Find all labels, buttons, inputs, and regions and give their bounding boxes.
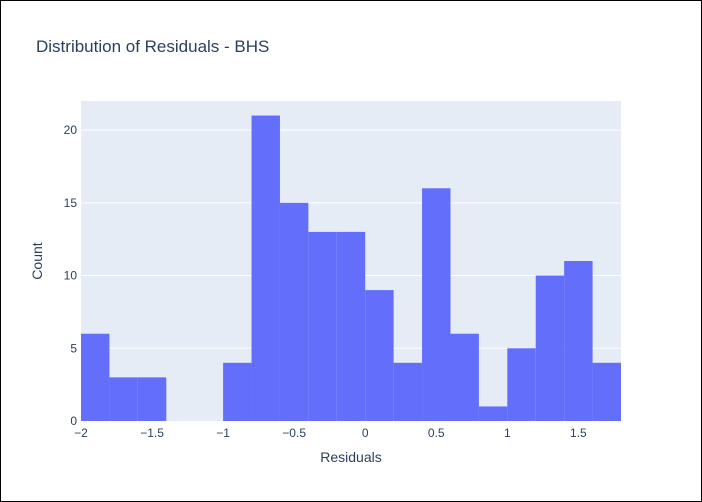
histogram-bar: [279, 202, 309, 421]
histogram-bar: [223, 362, 252, 421]
histogram-bar: [308, 231, 337, 421]
histogram-bar: [535, 275, 565, 421]
x-tick-label: −0.5: [282, 426, 306, 440]
y-tick-label: 0: [70, 414, 77, 428]
y-axis-ticks: 0 5 10 15 20: [64, 123, 78, 428]
x-axis-title: Residuals: [320, 449, 381, 465]
x-tick-label: 1: [504, 426, 511, 440]
chart-title: Distribution of Residuals - BHS: [36, 37, 269, 56]
histogram-bar: [251, 115, 280, 421]
histogram-bar: [592, 362, 621, 421]
histogram-bar: [507, 348, 536, 421]
histogram-bar: [450, 333, 479, 421]
histogram-bar: [422, 188, 451, 421]
x-tick-label: 0.5: [428, 426, 445, 440]
y-axis-title: Count: [29, 242, 45, 279]
histogram-bar: [336, 231, 366, 421]
x-tick-label: −1.5: [140, 426, 164, 440]
x-tick-label: −1: [216, 426, 230, 440]
y-tick-label: 10: [64, 269, 78, 283]
y-tick-label: 15: [64, 196, 78, 210]
histogram-bar: [81, 333, 110, 421]
histogram-bar: [109, 377, 138, 421]
x-tick-label: 1.5: [570, 426, 587, 440]
y-tick-label: 20: [64, 123, 78, 137]
x-tick-label: 0: [362, 426, 369, 440]
histogram-bar: [365, 290, 394, 421]
y-tick-label: 5: [70, 341, 77, 355]
histogram-bar: [137, 377, 167, 421]
histogram-bars: [81, 115, 621, 421]
histogram-bar: [393, 362, 423, 421]
x-axis-ticks: −2 −1.5 −1 −0.5 0 0.5 1 1.5: [74, 426, 587, 440]
histogram-bar: [478, 406, 508, 421]
histogram-bar: [564, 261, 593, 421]
x-tick-label: −2: [74, 426, 88, 440]
